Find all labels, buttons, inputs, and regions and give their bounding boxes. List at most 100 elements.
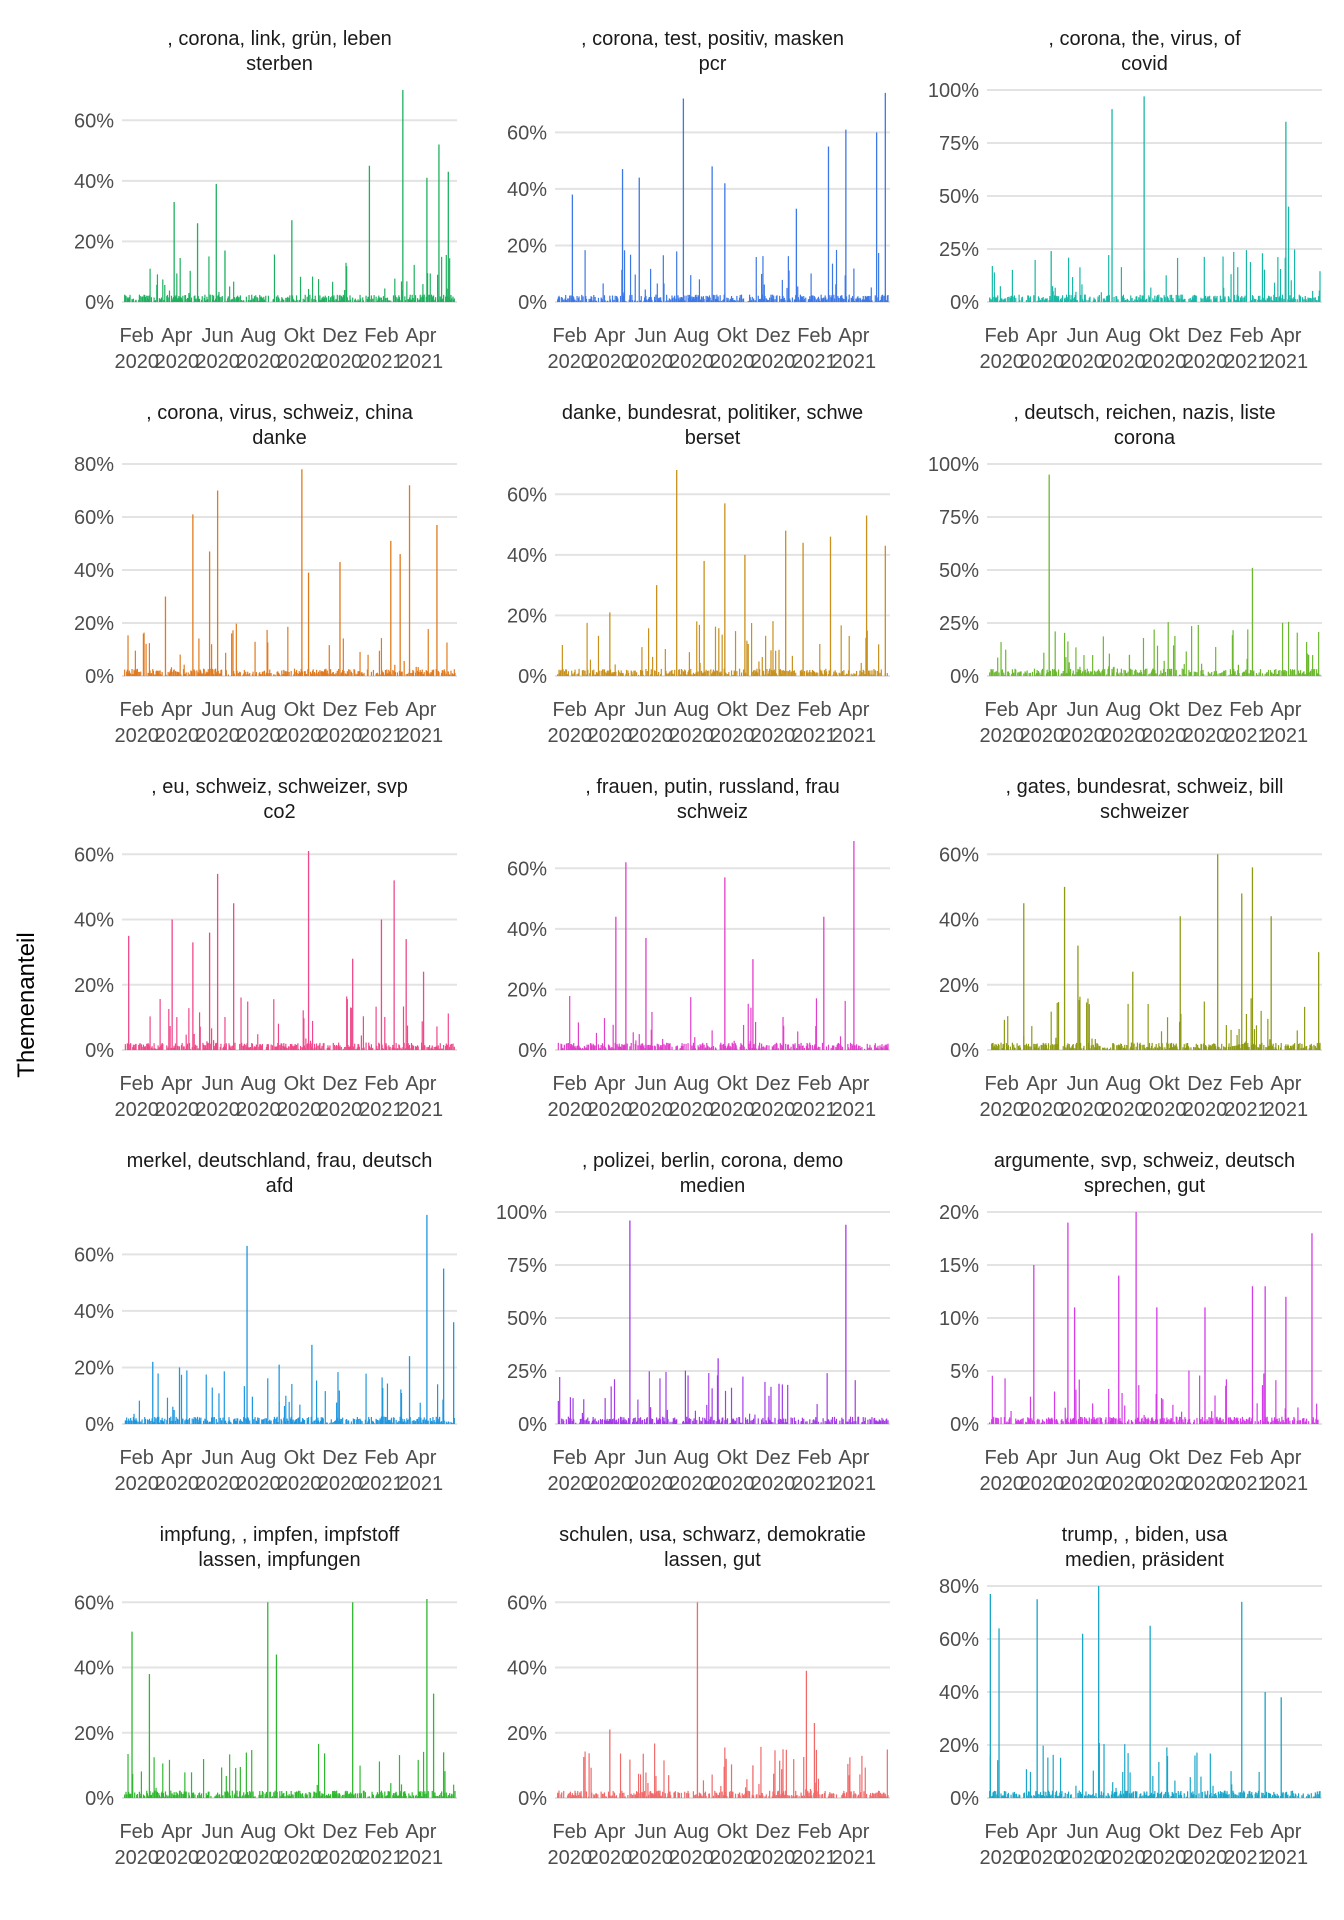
bar-series <box>989 474 1321 676</box>
x-tick-year: 2021 <box>832 1847 877 1869</box>
y-tick-label: 60% <box>74 507 114 529</box>
x-tick-year: 2021 <box>1264 1099 1309 1121</box>
y-tick-label: 20% <box>74 231 114 253</box>
x-tick-year: 2020 <box>1101 1473 1146 1495</box>
y-tick-label: 20% <box>74 1723 114 1745</box>
x-tick-year: 2020 <box>1101 725 1146 747</box>
x-tick-month: Dez <box>322 325 358 347</box>
y-tick-label: 40% <box>74 171 114 193</box>
panel-title-line2: covid <box>1121 53 1168 75</box>
x-tick-month: Aug <box>241 699 277 721</box>
x-tick-month: Okt <box>717 1447 749 1469</box>
x-tick-year: 2020 <box>236 725 281 747</box>
x-tick-month: Feb <box>1229 325 1263 347</box>
x-tick-year: 2021 <box>792 1847 837 1869</box>
x-tick-year: 2020 <box>588 1099 633 1121</box>
y-tick-label: 0% <box>85 1788 114 1810</box>
x-tick-month: Dez <box>755 1447 791 1469</box>
x-tick-year: 2020 <box>114 351 159 373</box>
y-tick-label: 20% <box>507 605 547 627</box>
x-tick-month: Feb <box>552 325 586 347</box>
x-tick-year: 2020 <box>236 1473 281 1495</box>
x-tick-month: Feb <box>364 325 398 347</box>
x-tick-month: Aug <box>241 1073 277 1095</box>
panel-title-line1: trump, , biden, usa <box>1062 1524 1229 1546</box>
x-tick-year: 2020 <box>710 351 755 373</box>
panel-title-line2: lassen, impfungen <box>198 1549 360 1571</box>
y-tick-label: 0% <box>518 292 547 314</box>
x-tick-month: Aug <box>241 325 277 347</box>
x-tick-year: 2020 <box>710 1847 755 1869</box>
x-tick-month: Jun <box>1066 1447 1098 1469</box>
x-tick-month: Feb <box>552 1447 586 1469</box>
x-tick-month: Feb <box>119 1447 153 1469</box>
x-tick-month: Aug <box>1106 1073 1142 1095</box>
y-tick-label: 40% <box>507 545 547 567</box>
x-tick-year: 2020 <box>277 1473 322 1495</box>
y-tick-label: 0% <box>518 1414 547 1436</box>
x-tick-year: 2020 <box>155 1099 200 1121</box>
x-tick-year: 2020 <box>1060 1473 1105 1495</box>
bar-series <box>557 92 889 302</box>
x-tick-month: Apr <box>1026 1447 1057 1469</box>
x-tick-year: 2020 <box>669 351 714 373</box>
y-tick-label: 50% <box>939 186 979 208</box>
panel-title-line2: medien <box>680 1175 746 1197</box>
x-tick-year: 2021 <box>359 351 404 373</box>
y-tick-label: 50% <box>507 1308 547 1330</box>
x-tick-month: Dez <box>755 1073 791 1095</box>
x-tick-month: Apr <box>594 1447 625 1469</box>
panel-title-line2: medien, präsident <box>1065 1549 1224 1571</box>
x-tick-year: 2021 <box>399 1847 444 1869</box>
bar-series <box>557 841 889 1050</box>
x-tick-year: 2020 <box>155 1847 200 1869</box>
bar-series <box>991 854 1321 1050</box>
x-tick-month: Feb <box>1229 699 1263 721</box>
x-tick-month: Jun <box>634 1821 666 1843</box>
x-tick-month: Dez <box>322 1073 358 1095</box>
bar-series <box>557 1220 889 1424</box>
y-tick-label: 100% <box>496 1202 547 1224</box>
bar-series <box>557 1602 889 1798</box>
x-tick-year: 2021 <box>359 725 404 747</box>
x-tick-year: 2021 <box>1264 725 1309 747</box>
y-tick-label: 60% <box>507 1592 547 1614</box>
x-tick-year: 2020 <box>628 1847 673 1869</box>
x-tick-year: 2020 <box>318 1099 363 1121</box>
y-tick-label: 0% <box>518 666 547 688</box>
y-tick-label: 100% <box>928 454 979 476</box>
x-tick-month: Dez <box>755 1821 791 1843</box>
x-tick-month: Feb <box>984 699 1018 721</box>
x-tick-year: 2021 <box>792 351 837 373</box>
x-tick-year: 2020 <box>710 725 755 747</box>
x-tick-month: Aug <box>1106 699 1142 721</box>
y-tick-label: 0% <box>85 1414 114 1436</box>
bar-series <box>989 1212 1319 1424</box>
x-tick-month: Dez <box>755 325 791 347</box>
x-tick-year: 2021 <box>832 1099 877 1121</box>
y-tick-label: 20% <box>939 1202 979 1224</box>
x-tick-month: Dez <box>755 699 791 721</box>
x-tick-month: Aug <box>674 1447 710 1469</box>
x-tick-month: Feb <box>1229 1073 1263 1095</box>
x-tick-year: 2020 <box>1183 351 1228 373</box>
panel-14: schulen, usa, schwarz, demokratie lassen,… <box>507 1524 890 1869</box>
x-tick-month: Feb <box>552 1821 586 1843</box>
panel-2: , corona, test, positiv, masken pcr 0% 20% 4… <box>507 28 890 373</box>
y-tick-label: 100% <box>928 80 979 102</box>
x-tick-month: Aug <box>1106 325 1142 347</box>
x-tick-year: 2020 <box>547 1847 592 1869</box>
x-tick-month: Jun <box>634 1073 666 1095</box>
y-tick-label: 60% <box>507 484 547 506</box>
x-tick-year: 2020 <box>1183 1099 1228 1121</box>
x-tick-year: 2020 <box>979 351 1024 373</box>
bar-series <box>124 1599 456 1798</box>
panel-title-line1: , corona, test, positiv, masken <box>581 28 844 50</box>
panel-title-line1: argumente, svp, schweiz, deutsch <box>994 1150 1295 1172</box>
bar-series <box>124 851 455 1050</box>
x-tick-month: Jun <box>1066 1073 1098 1095</box>
x-tick-month: Jun <box>634 1447 666 1469</box>
x-tick-month: Apr <box>1026 699 1057 721</box>
x-tick-month: Apr <box>1270 699 1301 721</box>
